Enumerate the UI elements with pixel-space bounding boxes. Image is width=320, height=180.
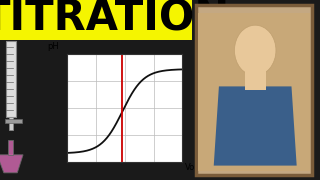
Text: TITRATION: TITRATION — [0, 0, 230, 40]
FancyBboxPatch shape — [9, 117, 13, 130]
FancyBboxPatch shape — [5, 119, 22, 123]
Text: pH: pH — [47, 42, 59, 51]
FancyBboxPatch shape — [245, 68, 266, 90]
FancyBboxPatch shape — [8, 140, 13, 155]
FancyBboxPatch shape — [196, 5, 312, 175]
FancyBboxPatch shape — [6, 41, 16, 117]
Polygon shape — [214, 86, 297, 166]
Polygon shape — [0, 155, 23, 173]
Ellipse shape — [235, 25, 276, 76]
FancyBboxPatch shape — [198, 13, 310, 171]
Text: Vol: Vol — [185, 163, 198, 172]
FancyBboxPatch shape — [0, 0, 192, 40]
